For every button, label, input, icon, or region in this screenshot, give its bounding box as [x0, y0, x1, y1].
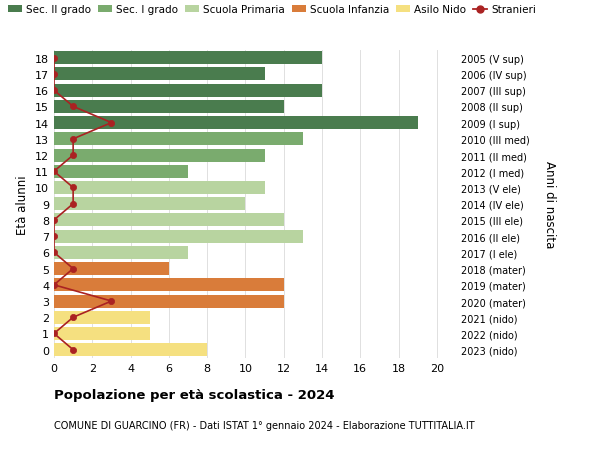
Bar [54, 101, 284, 114]
Bar [54, 311, 150, 324]
Bar [54, 68, 265, 81]
Y-axis label: Età alunni: Età alunni [16, 174, 29, 234]
Text: Popolazione per età scolastica - 2024: Popolazione per età scolastica - 2024 [54, 388, 335, 401]
Bar [54, 214, 284, 227]
Legend: Sec. II grado, Sec. I grado, Scuola Primaria, Scuola Infanzia, Asilo Nido, Stran: Sec. II grado, Sec. I grado, Scuola Prim… [8, 5, 536, 15]
Bar [54, 343, 207, 356]
Bar [54, 246, 188, 259]
Bar [54, 295, 284, 308]
Bar [54, 230, 303, 243]
Bar [54, 133, 303, 146]
Bar [54, 52, 322, 65]
Bar [54, 165, 188, 179]
Bar [54, 117, 418, 130]
Bar [54, 84, 322, 97]
Bar [54, 149, 265, 162]
Bar [54, 198, 245, 211]
Text: COMUNE DI GUARCINO (FR) - Dati ISTAT 1° gennaio 2024 - Elaborazione TUTTITALIA.I: COMUNE DI GUARCINO (FR) - Dati ISTAT 1° … [54, 420, 475, 430]
Bar [54, 263, 169, 275]
Y-axis label: Anni di nascita: Anni di nascita [544, 161, 557, 248]
Bar [54, 327, 150, 340]
Bar [54, 182, 265, 195]
Bar [54, 279, 284, 291]
